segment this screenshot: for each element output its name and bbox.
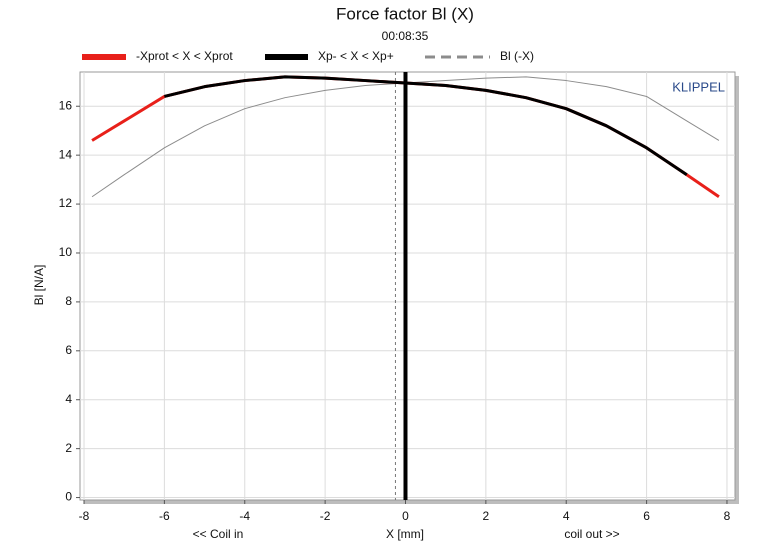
annotation: << Coil in xyxy=(193,527,244,541)
x-tick-label: -4 xyxy=(239,509,250,523)
annotation: coil out >> xyxy=(564,527,619,541)
x-axis-label: X [mm] xyxy=(386,527,424,541)
legend-label: -Xprot < X < Xprot xyxy=(136,49,233,63)
x-tick-label: 8 xyxy=(724,509,731,523)
x-tick-label: -8 xyxy=(79,509,90,523)
y-tick-label: 4 xyxy=(65,392,72,406)
x-tick-label: -6 xyxy=(159,509,170,523)
y-tick-label: 14 xyxy=(59,147,73,161)
series-line xyxy=(164,75,688,176)
y-tick-label: 0 xyxy=(65,490,72,504)
brand: KLIPPEL xyxy=(672,79,725,94)
y-tick-label: 12 xyxy=(59,196,73,210)
y-tick-label: 8 xyxy=(65,294,72,308)
y-tick-label: 2 xyxy=(65,441,72,455)
legend-label: Bl (-X) xyxy=(500,49,534,63)
x-tick-label: 4 xyxy=(563,509,570,523)
y-tick-label: 16 xyxy=(59,98,73,112)
y-tick-label: 6 xyxy=(65,343,72,357)
x-tick-label: 0 xyxy=(402,509,409,523)
chart-subtitle: 00:08:35 xyxy=(382,29,429,43)
x-tick-label: 6 xyxy=(643,509,650,523)
plot-area xyxy=(79,71,736,501)
y-tick-label: 10 xyxy=(59,245,73,259)
x-tick-label: -2 xyxy=(320,509,331,523)
chart-title: Force factor Bl (X) xyxy=(336,4,474,23)
x-tick-label: 2 xyxy=(483,509,490,523)
y-axis-label: Bl [N/A] xyxy=(32,265,46,306)
legend-label: Xp- < X < Xp+ xyxy=(318,49,394,63)
